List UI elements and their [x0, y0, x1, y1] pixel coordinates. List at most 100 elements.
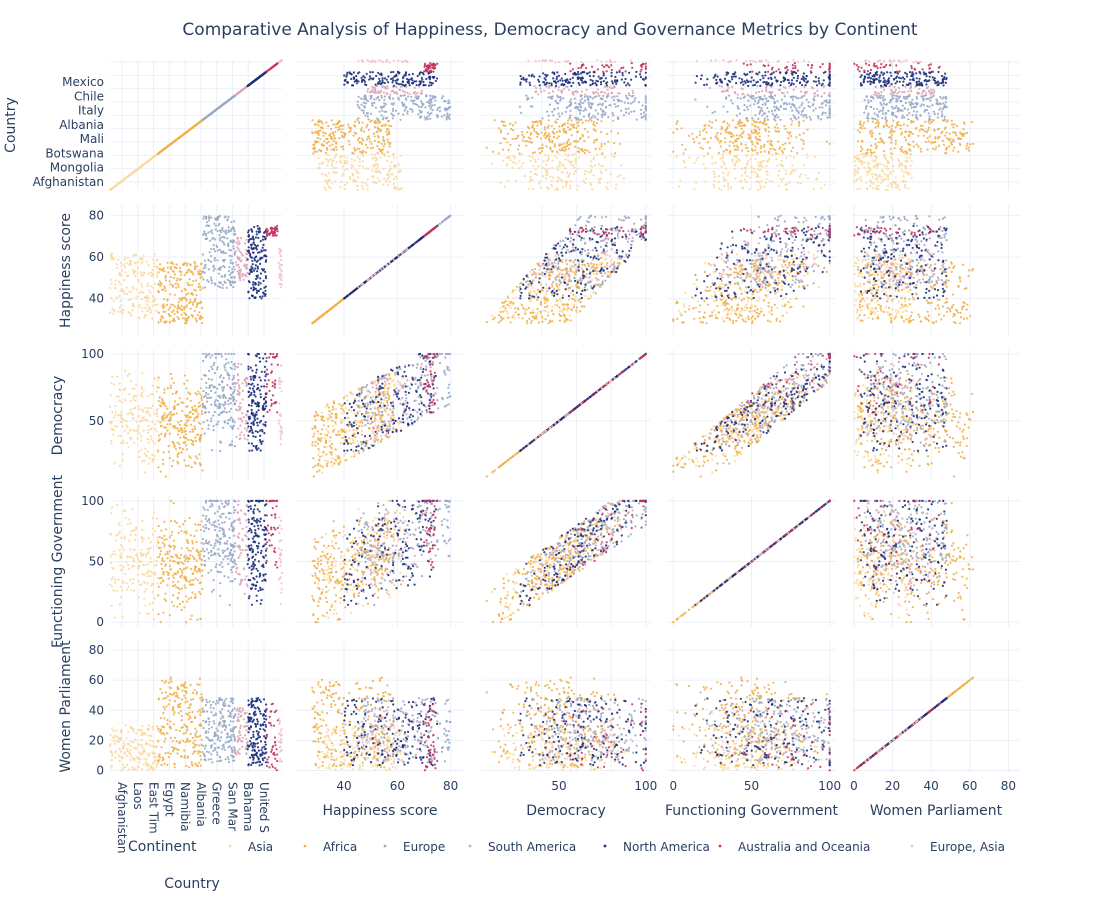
- data-point: [904, 584, 906, 586]
- data-point: [125, 424, 127, 426]
- data-point: [863, 167, 865, 169]
- data-point: [135, 430, 137, 432]
- data-point: [518, 769, 520, 771]
- data-point: [371, 170, 373, 172]
- data-point: [152, 762, 154, 764]
- data-point: [166, 262, 168, 264]
- data-point: [814, 746, 816, 748]
- data-point: [600, 767, 602, 769]
- data-point: [573, 167, 575, 169]
- data-point: [382, 184, 384, 186]
- data-point: [344, 184, 346, 186]
- data-point: [183, 749, 185, 751]
- data-point: [152, 769, 154, 771]
- data-point: [522, 139, 524, 141]
- data-point: [788, 182, 790, 184]
- data-point: [869, 279, 871, 281]
- data-point: [854, 393, 856, 395]
- data-point: [714, 293, 716, 295]
- data-point: [137, 295, 139, 297]
- data-point: [375, 160, 377, 162]
- data-point: [891, 158, 893, 160]
- data-point: [738, 160, 740, 162]
- data-point: [906, 157, 908, 159]
- data-point: [374, 126, 376, 128]
- data-point: [590, 528, 592, 530]
- data-point: [110, 759, 112, 761]
- data-point: [870, 270, 872, 272]
- data-point: [118, 522, 120, 524]
- data-point: [513, 742, 515, 744]
- data-point: [856, 188, 858, 190]
- data-point: [133, 730, 135, 732]
- data-point: [858, 295, 860, 297]
- data-point: [136, 288, 138, 290]
- data-point: [114, 553, 116, 555]
- data-point: [110, 254, 112, 256]
- data-point: [882, 271, 884, 273]
- data-point: [145, 419, 147, 421]
- data-point: [328, 568, 330, 570]
- data-point: [749, 188, 751, 190]
- data-point: [359, 158, 361, 160]
- data-point: [785, 157, 787, 159]
- data-point: [877, 181, 879, 183]
- data-point: [557, 166, 559, 168]
- data-point: [152, 287, 154, 289]
- data-point: [890, 376, 892, 378]
- data-point: [757, 176, 759, 178]
- data-point: [391, 380, 393, 382]
- data-point: [341, 175, 343, 177]
- data-point: [713, 171, 715, 173]
- data-point: [329, 179, 331, 181]
- data-point: [152, 440, 154, 442]
- data-point: [393, 379, 395, 381]
- data-point: [777, 174, 779, 176]
- data-point: [132, 578, 134, 580]
- data-point: [141, 275, 143, 277]
- data-point: [534, 753, 536, 755]
- data-point: [870, 603, 872, 605]
- data-point: [340, 162, 342, 164]
- data-point: [156, 276, 158, 278]
- data-point: [881, 291, 883, 293]
- data-point: [141, 540, 143, 542]
- data-point: [110, 394, 112, 396]
- data-point: [336, 613, 338, 615]
- data-point: [127, 750, 129, 752]
- data-point: [332, 728, 334, 730]
- data-point: [722, 287, 724, 289]
- data-point: [136, 421, 138, 423]
- data-point: [885, 291, 887, 293]
- data-point: [332, 566, 334, 568]
- data-point: [138, 560, 140, 562]
- data-point: [528, 188, 530, 190]
- data-point: [905, 559, 907, 561]
- data-point: [887, 185, 889, 187]
- data-point: [722, 176, 724, 178]
- data-point: [693, 188, 695, 190]
- data-point: [141, 262, 143, 264]
- data-point: [753, 428, 755, 430]
- data-point: [322, 162, 324, 164]
- data-point: [147, 537, 149, 539]
- data-point: [129, 312, 131, 314]
- data-point: [152, 609, 154, 611]
- data-point: [144, 472, 146, 474]
- data-point: [151, 421, 153, 423]
- data-point: [727, 174, 729, 176]
- data-point: [678, 462, 680, 464]
- data-point: [145, 407, 147, 409]
- data-point: [357, 189, 359, 191]
- data-point: [754, 158, 756, 160]
- data-point: [114, 283, 116, 285]
- data-point: [767, 413, 769, 415]
- data-point: [758, 419, 760, 421]
- data-point: [318, 451, 320, 453]
- data-point: [325, 533, 327, 535]
- data-point: [876, 582, 878, 584]
- data-point: [116, 534, 118, 536]
- data-point: [888, 126, 890, 128]
- data-point: [137, 567, 139, 569]
- data-point: [133, 590, 135, 592]
